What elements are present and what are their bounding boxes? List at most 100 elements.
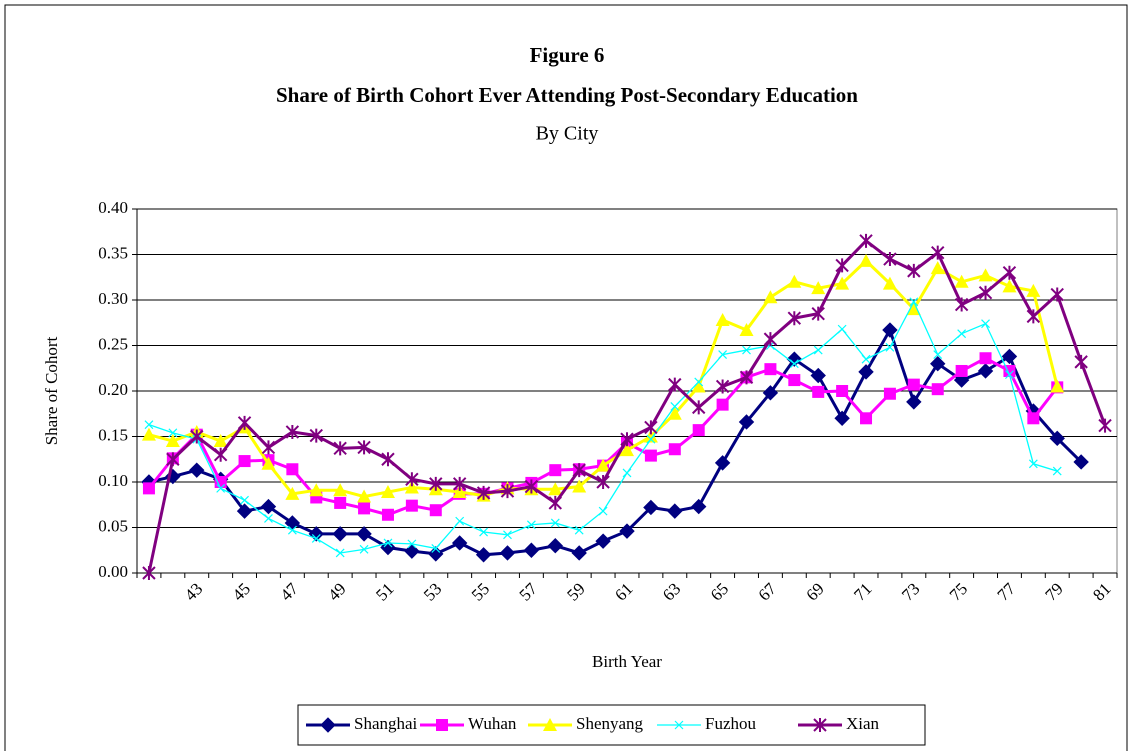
marker — [475, 547, 492, 563]
marker — [285, 424, 300, 439]
marker — [622, 468, 632, 478]
marker — [476, 485, 491, 500]
marker — [620, 432, 634, 447]
marker — [499, 545, 516, 561]
marker — [1052, 466, 1062, 476]
marker — [644, 449, 657, 462]
marker — [619, 523, 635, 539]
marker — [381, 452, 395, 467]
marker — [858, 364, 874, 380]
marker — [260, 498, 277, 515]
marker — [907, 263, 921, 278]
marker — [380, 485, 395, 499]
marker — [716, 398, 729, 411]
marker — [332, 526, 348, 542]
marker — [811, 306, 825, 321]
marker — [691, 379, 706, 393]
marker — [883, 252, 897, 267]
marker — [674, 720, 684, 730]
marker — [429, 504, 442, 517]
marker — [906, 394, 922, 410]
marker — [523, 542, 540, 558]
marker — [1050, 379, 1065, 393]
marker — [144, 420, 154, 430]
marker — [595, 533, 611, 549]
marker — [571, 545, 587, 561]
marker — [261, 456, 276, 470]
marker — [240, 495, 249, 505]
marker — [714, 455, 731, 471]
marker — [1027, 412, 1040, 425]
marker — [238, 455, 251, 468]
marker — [549, 464, 562, 477]
marker — [451, 535, 468, 551]
y-tick-label: 0.05 — [98, 516, 128, 535]
marker — [405, 472, 419, 487]
marker — [694, 377, 704, 387]
y-tick-label: 0.10 — [98, 471, 128, 490]
marker — [333, 441, 347, 456]
marker — [813, 345, 823, 355]
marker — [930, 261, 945, 275]
marker — [933, 350, 943, 360]
marker — [333, 483, 348, 497]
marker — [452, 476, 467, 491]
marker — [383, 538, 393, 548]
marker — [596, 458, 611, 472]
series-line — [148, 326, 1083, 557]
y-tick-label: 0.20 — [98, 380, 128, 399]
marker — [213, 447, 228, 462]
marker — [168, 428, 178, 438]
marker — [404, 480, 419, 494]
y-tick-label: 0.00 — [98, 562, 128, 581]
marker — [813, 718, 827, 732]
marker — [547, 537, 564, 554]
legend-label: Xian — [846, 714, 880, 733]
marker — [214, 476, 227, 488]
chart-title: Figure 6 — [530, 43, 605, 67]
marker — [357, 489, 372, 503]
marker — [955, 364, 968, 377]
marker — [909, 297, 919, 307]
marker — [954, 274, 969, 288]
marker — [216, 483, 226, 493]
marker — [739, 323, 754, 337]
marker — [1002, 279, 1017, 293]
marker — [286, 463, 299, 476]
marker — [311, 533, 321, 543]
marker — [141, 427, 156, 441]
marker — [543, 718, 557, 731]
marker — [906, 302, 921, 316]
marker — [428, 546, 444, 562]
marker — [1073, 454, 1089, 470]
marker — [1002, 265, 1017, 280]
marker — [787, 274, 802, 288]
marker — [812, 385, 825, 398]
marker — [763, 290, 778, 304]
marker — [810, 367, 826, 384]
marker — [320, 717, 336, 733]
marker — [264, 513, 273, 523]
marker — [596, 475, 610, 489]
legend-label: Fuzhou — [705, 714, 757, 733]
marker — [190, 429, 204, 444]
marker — [643, 499, 659, 516]
legend-label: Shanghai — [354, 714, 418, 733]
legend-label: Wuhan — [468, 714, 517, 733]
marker — [715, 313, 730, 327]
marker — [407, 539, 417, 549]
marker — [335, 548, 345, 558]
marker — [405, 499, 418, 512]
marker — [786, 351, 803, 367]
marker — [189, 462, 205, 478]
marker — [763, 332, 778, 347]
marker — [859, 233, 873, 248]
marker — [811, 281, 826, 295]
marker — [715, 379, 730, 394]
marker — [1098, 418, 1112, 433]
legend-label: Shenyang — [576, 714, 644, 733]
y-tick-label: 0.30 — [98, 289, 128, 308]
marker — [667, 503, 683, 519]
marker — [1028, 459, 1038, 469]
marker — [977, 363, 994, 379]
